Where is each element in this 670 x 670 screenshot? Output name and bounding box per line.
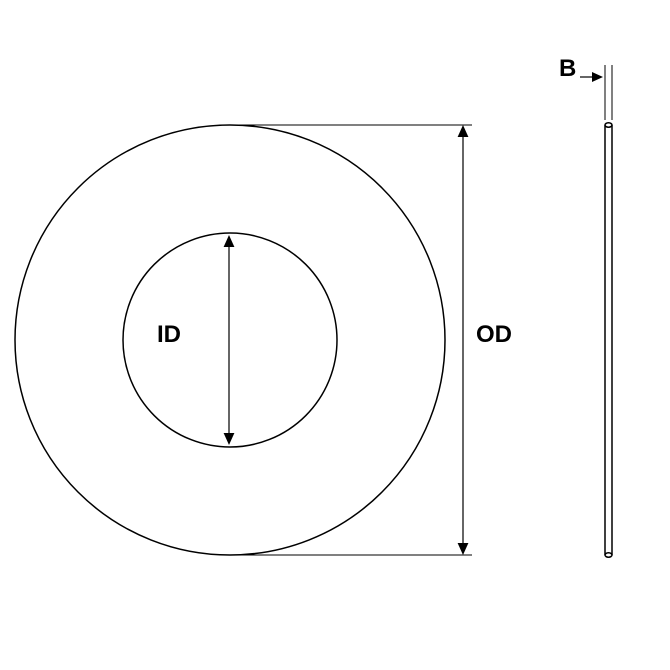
thickness-label: B	[559, 55, 576, 83]
inner-diameter-label: ID	[157, 321, 181, 349]
outer-diameter-label: OD	[476, 321, 512, 349]
diagram-svg	[0, 0, 670, 670]
washer-diagram	[0, 0, 670, 670]
